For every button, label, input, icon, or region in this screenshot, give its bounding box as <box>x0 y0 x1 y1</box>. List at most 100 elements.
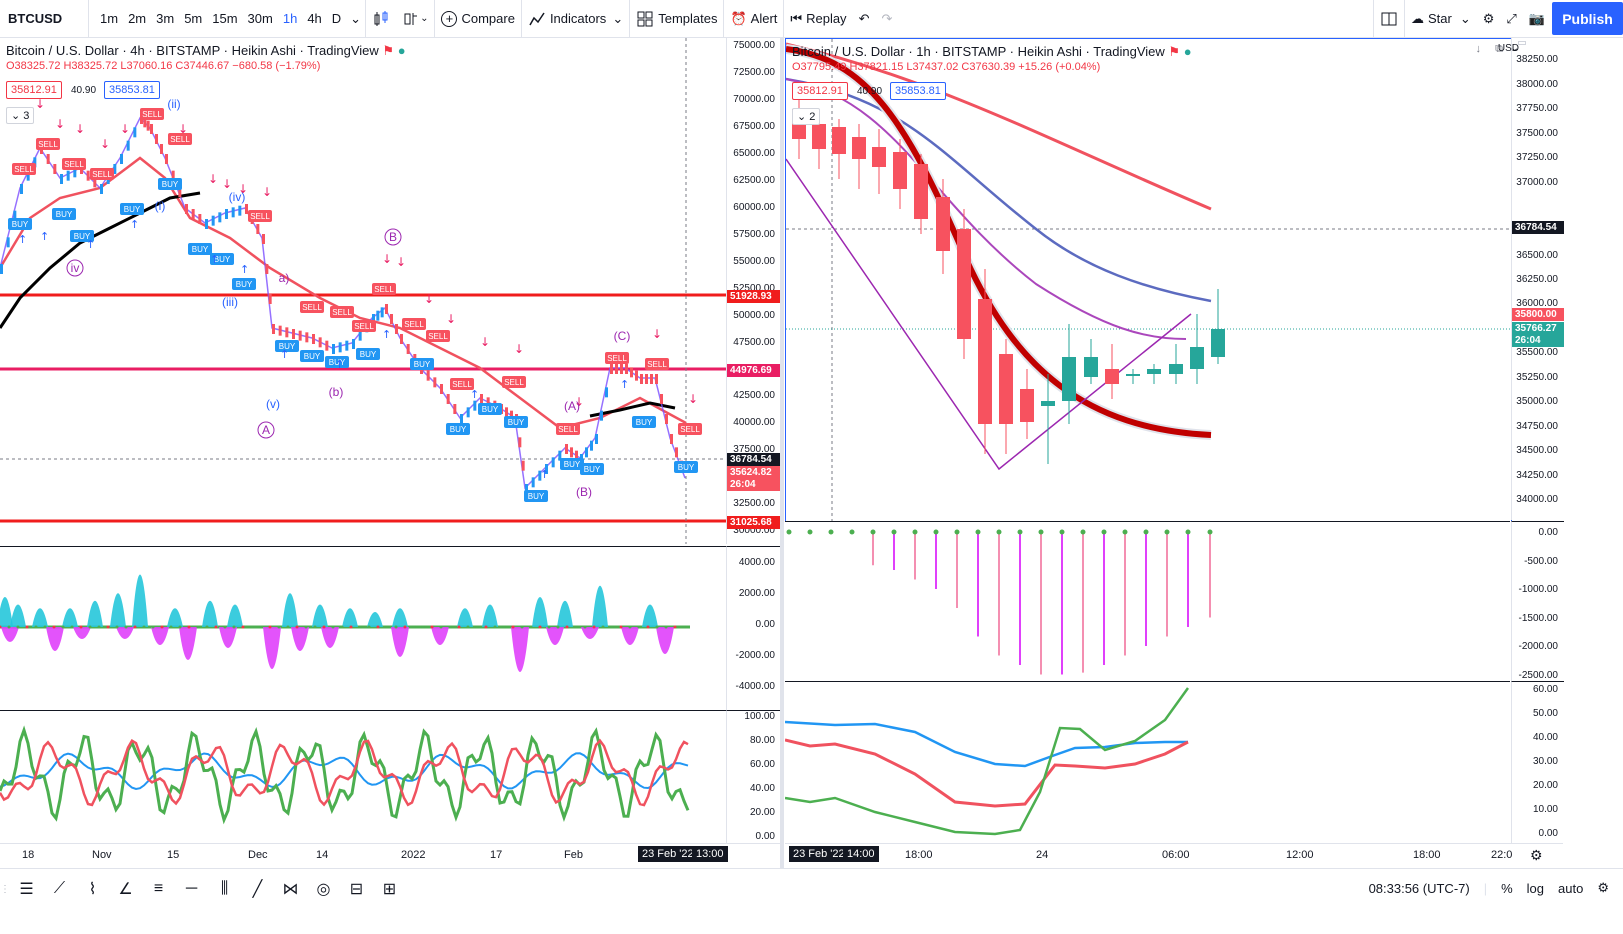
templates-button[interactable]: Templates <box>629 0 723 37</box>
chart-type-button[interactable] <box>365 0 396 37</box>
right-dmi-chart[interactable] <box>785 682 1510 843</box>
down-arrow-icon: ↓ <box>652 327 662 341</box>
signal-box <box>210 253 234 265</box>
candle <box>198 214 202 224</box>
timeframe-1h[interactable]: 1h <box>282 11 298 26</box>
signal-dot <box>786 529 792 535</box>
timeframe-15m[interactable]: 15m <box>212 11 238 26</box>
left-price-axis[interactable]: 75000.00 72500.00 70000.00 67500.00 65000.00… <box>726 38 781 544</box>
trend-line-icon[interactable]: ╱ <box>252 881 263 898</box>
candle-body <box>1126 374 1140 376</box>
left-oscillator-pane[interactable] <box>0 546 726 710</box>
rsi-blue-line <box>0 752 689 791</box>
settings-icon[interactable]: ⚙ <box>1597 880 1609 895</box>
snapshot-button[interactable]: 📷 <box>1523 0 1551 37</box>
candle <box>376 310 380 321</box>
left-chart-pane[interactable]: BUY BUY BUY BUY BUY BUY BUY BUY BUY BUY BUY BUY BUY B… <box>0 38 726 544</box>
drag-handle-icon[interactable]: ⋮ <box>0 883 10 895</box>
right-chart-pane[interactable]: Bitcoin / U.S. Dollar · 1h · BITSTAMP · … <box>785 38 1512 521</box>
right-oscillator-chart[interactable] <box>785 522 1510 681</box>
elliott-wave-icon[interactable]: ⟋ <box>53 880 66 897</box>
percent-toggle[interactable]: % <box>1501 880 1513 896</box>
candle <box>521 460 525 471</box>
publish-button[interactable]: Publish <box>1552 2 1623 35</box>
currency-selector[interactable]: USD ⌄ <box>1498 41 1526 54</box>
histogram-negative <box>291 627 309 651</box>
axis-tick-label: 55000.00 <box>733 256 775 267</box>
wave-pattern-icon[interactable]: ⌇ <box>88 881 97 898</box>
collapse-indicators-button[interactable]: ⌄ 3 <box>6 107 35 124</box>
signal-dot <box>682 625 686 629</box>
left-rsi-axis[interactable]: 100.00 80.00 60.00 40.00 20.00 0.00 <box>726 710 781 843</box>
candle <box>238 205 242 216</box>
timeframe-2m[interactable]: 2m <box>128 11 147 26</box>
clock-label[interactable]: 08:33:56 (UTC-7) <box>1368 880 1470 896</box>
buy-signal-label: BUY <box>210 253 234 265</box>
settings-icon[interactable]: ⚙ <box>1530 847 1543 863</box>
candle <box>595 434 598 444</box>
undo-button[interactable]: ↶ <box>853 0 876 37</box>
bars-style-button[interactable]: ⌄ <box>396 0 434 37</box>
timeframe-D[interactable]: D <box>331 11 342 26</box>
trend-angle-icon[interactable]: ∠ <box>118 881 133 898</box>
candle <box>406 344 410 354</box>
symbol-search[interactable]: BTCUSD <box>0 0 89 37</box>
histogram-positive <box>457 608 473 627</box>
right-price-chart[interactable] <box>786 39 1511 521</box>
forecast-tool-icon[interactable]: ⊞ <box>382 881 397 898</box>
timeframe-1m[interactable]: 1m <box>100 11 119 26</box>
timeframe-3m[interactable]: 3m <box>156 11 175 26</box>
compare-button[interactable]: + Compare <box>434 0 520 37</box>
fullscreen-button[interactable]: ⤢ <box>1500 0 1522 37</box>
alert-button[interactable]: ⏰ Alert <box>723 0 783 37</box>
settings-button[interactable]: ⚙ <box>1477 0 1501 37</box>
log-toggle[interactable]: log <box>1526 880 1545 896</box>
position-tool-icon[interactable]: ⊟ <box>349 881 364 898</box>
axis-tick-label: 40000.00 <box>733 417 775 428</box>
menu-icon[interactable]: ☰ <box>19 881 34 898</box>
right-dmi-axis[interactable]: 60.00 50.00 40.00 30.00 20.00 10.00 0.00 <box>1511 681 1564 843</box>
candle-body <box>832 127 846 154</box>
histogram-positive <box>87 600 103 627</box>
sell-price-box[interactable]: 35812.91 <box>792 82 848 100</box>
horizontal-line-icon[interactable]: ─ <box>185 880 198 897</box>
collapse-indicators-button[interactable]: ⌄ 2 <box>792 108 821 125</box>
scroll-down-icon[interactable]: ↓ <box>1475 43 1482 55</box>
bars-pattern-icon[interactable]: ⫼ <box>220 880 229 897</box>
candle <box>358 330 362 341</box>
timeframe-4h[interactable]: 4h <box>307 11 322 26</box>
indicators-button[interactable]: Indicators ⌄ <box>520 0 629 37</box>
left-time-axis[interactable]: 18 Nov 15 Dec 14 2022 17 Feb 23 Feb '22 13:00 <box>0 843 780 868</box>
signal-text: SELL <box>404 320 424 329</box>
signal-dot <box>367 625 371 629</box>
sell-price-box[interactable]: 35812.91 <box>6 81 62 99</box>
right-oscillator-pane[interactable] <box>785 521 1510 681</box>
left-oscillator-chart[interactable] <box>0 547 726 710</box>
right-osc-axis[interactable]: 0.00 -500.00 -1000.00 -1500.00 -2000.00 -2500… <box>1511 521 1564 681</box>
replay-button[interactable]: ⏮ Replay <box>783 0 852 37</box>
sell-signal-label: SELL <box>248 210 272 222</box>
maximize-pane-icon[interactable]: ⧉ <box>1495 43 1503 55</box>
left-price-chart[interactable]: BUYBUYBUYBUYBUYBUYBUYBUYBUYBUYBUYBUYBUYB… <box>0 38 726 544</box>
buy-price-box[interactable]: 35853.81 <box>890 82 946 100</box>
left-osc-axis[interactable]: 4000.00 2000.00 0.00 -2000.00 -4000.00 <box>726 546 781 710</box>
redo-button[interactable]: ↷ <box>875 0 898 37</box>
right-dmi-pane[interactable] <box>785 681 1510 843</box>
fib-spiral-icon[interactable]: ◎ <box>316 881 331 898</box>
chart-splitter[interactable] <box>780 38 784 868</box>
star-button[interactable]: ☁ Star ⌄ <box>1404 0 1477 37</box>
auto-toggle[interactable]: auto <box>1558 880 1584 896</box>
buy-price-box[interactable]: 35853.81 <box>104 81 160 99</box>
timeframe-dropdown[interactable]: ⌄ <box>346 0 365 37</box>
timeframe-30m[interactable]: 30m <box>247 11 273 26</box>
signal-dot <box>565 625 569 629</box>
right-price-axis[interactable]: USD ⌄ 38250.00 38000.00 37750.00 37500.00 37… <box>1498 38 1564 520</box>
fib-retracement-icon[interactable]: ≡ <box>153 880 164 897</box>
right-time-axis[interactable]: ⚙ 18:00 24 06:00 12:00 18:00 22:0 23 Feb '22 14… <box>785 843 1563 868</box>
timeframe-5m[interactable]: 5m <box>184 11 203 26</box>
signal-dot <box>88 625 92 629</box>
left-rsi-pane[interactable] <box>0 710 726 843</box>
xabcd-pattern-icon[interactable]: ⋈ <box>282 881 299 898</box>
left-rsi-chart[interactable] <box>0 711 726 843</box>
layout-button[interactable] <box>1373 0 1404 37</box>
